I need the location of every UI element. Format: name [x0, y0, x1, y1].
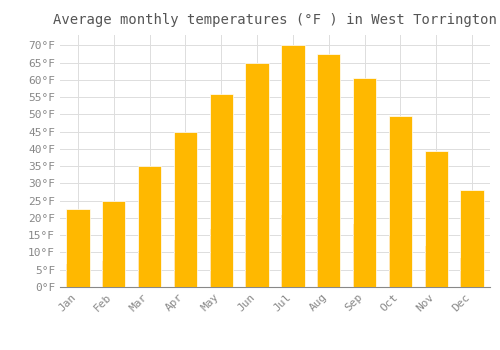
Bar [282, 215, 304, 287]
Bar [246, 63, 268, 287]
Bar [66, 209, 90, 287]
Bar [317, 54, 340, 287]
Bar [138, 166, 161, 287]
Bar [174, 132, 197, 287]
Bar [389, 116, 412, 287]
Bar [353, 78, 376, 287]
Bar [424, 150, 448, 287]
Bar [353, 224, 376, 287]
Bar [210, 94, 233, 287]
Bar [282, 46, 304, 287]
Bar [174, 240, 197, 287]
Bar [460, 190, 483, 287]
Bar [389, 116, 412, 287]
Bar [102, 261, 126, 287]
Bar [246, 63, 268, 287]
Bar [424, 150, 448, 287]
Bar [210, 229, 233, 287]
Bar [460, 190, 483, 287]
Bar [102, 201, 126, 287]
Bar [317, 54, 340, 287]
Bar [102, 201, 126, 287]
Bar [66, 209, 90, 287]
Bar [424, 246, 448, 287]
Bar [66, 264, 90, 287]
Bar [174, 132, 197, 287]
Bar [282, 46, 304, 287]
Bar [246, 220, 268, 287]
Bar [138, 251, 161, 287]
Bar [460, 258, 483, 287]
Bar [353, 78, 376, 287]
Bar [138, 166, 161, 287]
Bar [317, 217, 340, 287]
Bar [210, 94, 233, 287]
Bar [389, 236, 412, 287]
Title: Average monthly temperatures (°F ) in West Torrington: Average monthly temperatures (°F ) in We… [53, 13, 497, 27]
